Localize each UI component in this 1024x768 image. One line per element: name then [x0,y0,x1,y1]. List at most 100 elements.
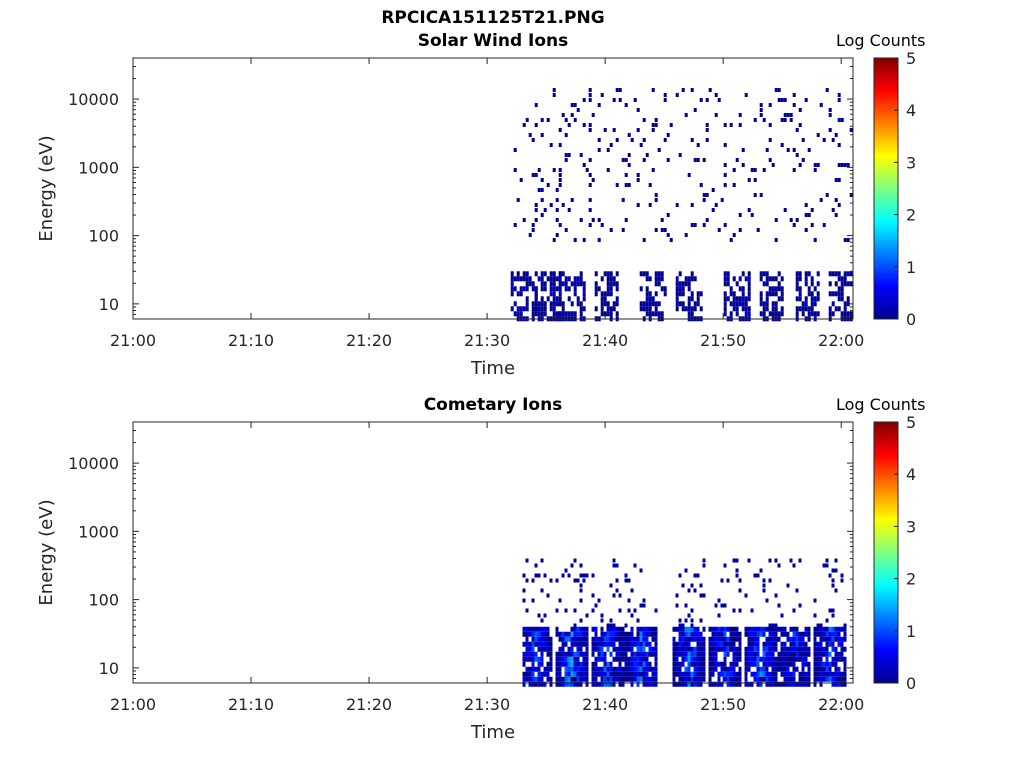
data-cell [567,671,571,677]
data-cell [714,641,718,647]
data-cell [627,636,631,642]
data-cell [645,301,649,307]
data-cell [723,311,727,317]
data-cell [564,681,568,687]
data-cell [723,671,727,677]
data-cell [555,208,559,212]
data-cell [654,636,658,642]
data-cell [666,158,670,162]
data-cell [555,233,559,237]
data-cell [699,636,703,642]
data-cell [666,233,670,237]
data-cell [780,671,784,677]
data-cell [594,286,598,292]
data-cell [621,158,625,162]
data-cell [600,301,604,307]
data-cell [675,286,679,292]
data-cell [726,626,730,632]
data-cell [684,641,688,647]
data-cell [540,646,544,652]
data-cell [687,661,691,667]
data-cell [705,218,709,222]
data-cell [708,651,712,657]
data-cell [732,681,736,687]
colorbar-2-label: Log Counts [836,395,926,414]
data-cell [609,281,613,287]
data-cell [639,568,643,573]
data-cell [669,123,673,127]
data-cell [729,636,733,642]
data-cell [552,276,556,282]
data-cell [795,271,799,277]
data-cell [654,228,658,232]
data-cell [537,676,541,682]
data-cell [816,133,820,137]
data-cell [843,636,847,642]
data-cell [531,661,535,667]
data-cell [567,666,571,672]
data-cell [744,646,748,652]
data-cell [570,281,574,287]
data-cell [774,311,778,317]
data-cell [768,681,772,687]
data-cell [564,631,568,637]
data-cell [615,271,619,277]
data-cell [624,661,628,667]
data-cell [648,661,652,667]
data-cell [843,671,847,677]
data-cell [699,651,703,657]
colorbar-tick-label: 4 [906,101,916,120]
data-cell [837,118,841,122]
data-cell [534,626,538,632]
data-cell [780,666,784,672]
data-cell [834,281,838,287]
data-cell [798,641,802,647]
data-cell [726,676,730,682]
data-cell [825,666,829,672]
data-cell [540,676,544,682]
data-cell [636,656,640,662]
data-cell [762,588,766,593]
data-cell [810,276,814,282]
data-cell [795,286,799,292]
data-cell [726,681,730,687]
data-cell [717,228,721,232]
data-cell [720,666,724,672]
data-cell [828,291,832,297]
data-cell [531,681,535,687]
data-cell [822,631,826,637]
data-cell [648,276,652,282]
data-cell [765,661,769,667]
data-cell [687,681,691,687]
data-cell [615,286,619,292]
data-cell [522,631,526,637]
data-cell [567,208,571,212]
data-cell [612,98,616,102]
data-cell [609,631,613,637]
data-cell [630,676,634,682]
data-cell [591,651,595,657]
data-cell [579,681,583,687]
data-cell [678,636,682,642]
data-cell [510,281,514,287]
data-cell [846,238,850,242]
data-cell [777,286,781,292]
data-cell [522,276,526,282]
data-cell [687,296,691,302]
data-cell [600,676,604,682]
data-cell [555,656,559,662]
data-cell [606,646,610,652]
data-cell [522,306,526,312]
data-cell [753,656,757,662]
data-cell [651,123,655,127]
data-cell [594,641,598,647]
data-cell [702,646,706,652]
data-cell [555,301,559,307]
data-cell [786,656,790,662]
colorbar-tick-label: 3 [906,153,916,172]
data-cell [657,301,661,307]
data-cell [759,103,763,107]
data-cell [636,676,640,682]
data-cell [825,656,829,662]
data-cell [564,636,568,642]
